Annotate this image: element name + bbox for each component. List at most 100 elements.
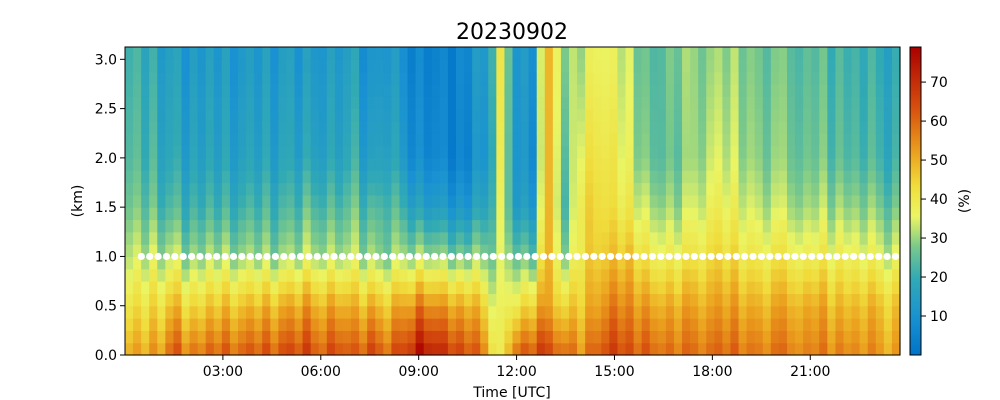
heatmap-cell xyxy=(569,157,578,171)
heatmap-cell xyxy=(770,219,780,233)
heatmap-cell xyxy=(286,83,296,97)
heatmap-cell xyxy=(819,231,828,245)
heatmap-cell xyxy=(205,318,215,331)
heatmap-cell xyxy=(730,157,740,171)
boundary-layer-marker xyxy=(548,252,556,261)
heatmap-cell xyxy=(238,59,247,73)
heatmap-cell xyxy=(714,120,723,134)
heatmap-cell xyxy=(431,330,441,344)
heatmap-cell xyxy=(423,145,433,159)
heatmap-cell xyxy=(221,342,231,356)
heatmap-cell xyxy=(399,305,409,319)
heatmap-cell xyxy=(633,293,643,307)
heatmap-cell xyxy=(827,71,837,85)
heatmap-cell xyxy=(786,293,796,307)
heatmap-cell xyxy=(649,268,659,282)
heatmap-cell xyxy=(213,157,223,171)
boundary-layer-marker xyxy=(229,252,238,261)
heatmap-cell xyxy=(334,281,344,294)
heatmap-cell xyxy=(229,194,239,208)
heatmap-cell xyxy=(827,244,837,258)
heatmap-cell xyxy=(891,59,901,73)
heatmap-cell xyxy=(423,281,433,294)
heatmap-cell xyxy=(633,268,643,282)
heatmap-cell xyxy=(455,342,465,356)
heatmap-cell xyxy=(407,244,417,258)
heatmap-cell xyxy=(633,120,643,134)
heatmap-cell xyxy=(157,207,166,221)
heatmap-cell xyxy=(165,244,175,258)
heatmap-cell xyxy=(673,293,683,307)
heatmap-cell xyxy=(464,268,473,282)
heatmap-cell xyxy=(464,256,473,270)
heatmap-cell xyxy=(310,145,320,159)
heatmap-cell xyxy=(399,207,409,221)
heatmap-cell xyxy=(294,83,304,97)
heatmap-cell xyxy=(762,318,772,331)
heatmap-cell xyxy=(334,194,344,208)
heatmap-cell xyxy=(125,194,134,208)
heatmap-cell xyxy=(673,96,683,110)
heatmap-cell xyxy=(569,256,578,270)
heatmap-cell xyxy=(221,231,231,245)
heatmap-cell xyxy=(238,318,247,331)
heatmap-cell xyxy=(431,256,441,270)
heatmap-cell xyxy=(851,330,861,344)
heatmap-cell xyxy=(601,182,610,196)
heatmap-cell xyxy=(843,244,853,258)
heatmap-cell xyxy=(843,256,853,270)
heatmap-cell xyxy=(786,145,796,159)
heatmap-cell xyxy=(641,71,651,85)
heatmap-cell xyxy=(407,342,417,356)
colorbar-tick-label: 70 xyxy=(930,75,948,91)
heatmap-cell xyxy=(786,219,796,233)
heatmap-cell xyxy=(843,268,853,282)
heatmap-cell xyxy=(762,59,772,73)
heatmap-cell xyxy=(383,219,392,233)
heatmap-cell xyxy=(601,83,610,97)
heatmap-cell xyxy=(326,293,336,307)
heatmap-cell xyxy=(577,305,586,319)
heatmap-cell xyxy=(593,219,602,233)
heatmap-cell xyxy=(786,71,796,85)
heatmap-cell xyxy=(859,157,869,171)
heatmap-cell xyxy=(714,244,723,258)
heatmap-cell xyxy=(754,145,764,159)
heatmap-cell xyxy=(326,219,336,233)
heatmap-cell xyxy=(480,157,489,171)
heatmap-cell xyxy=(334,231,344,245)
boundary-layer-marker xyxy=(146,252,154,261)
heatmap-cell xyxy=(334,219,344,233)
heatmap-cell xyxy=(270,231,279,245)
heatmap-cell xyxy=(778,59,788,73)
heatmap-cell xyxy=(399,268,409,282)
heatmap-cell xyxy=(617,293,627,307)
heatmap-cell xyxy=(246,244,255,258)
heatmap-cell xyxy=(480,145,489,159)
heatmap-cell xyxy=(682,231,691,245)
heatmap-cell xyxy=(843,231,853,245)
heatmap-cell xyxy=(625,83,635,97)
heatmap-cell xyxy=(746,330,756,344)
heatmap-cell xyxy=(342,207,352,221)
heatmap-cell xyxy=(819,182,828,196)
heatmap-cell xyxy=(383,318,392,331)
heatmap-cell xyxy=(746,342,756,356)
heatmap-cell xyxy=(617,281,627,294)
heatmap-cell xyxy=(326,71,336,85)
y-tick-label: 0.5 xyxy=(95,299,117,315)
heatmap-cell xyxy=(197,293,207,307)
heatmap-cell xyxy=(205,182,215,196)
heatmap-cell xyxy=(730,47,740,60)
heatmap-cell xyxy=(835,194,845,208)
boundary-layer-marker xyxy=(565,252,573,261)
heatmap-cell xyxy=(601,157,610,171)
heatmap-cell xyxy=(480,244,489,258)
heatmap-cell xyxy=(722,170,732,184)
heatmap-cell xyxy=(883,293,893,307)
heatmap-cell xyxy=(875,157,885,171)
heatmap-cell xyxy=(205,207,215,221)
heatmap-cell xyxy=(859,108,869,122)
heatmap-cell xyxy=(617,268,627,282)
heatmap-cell xyxy=(706,293,715,307)
